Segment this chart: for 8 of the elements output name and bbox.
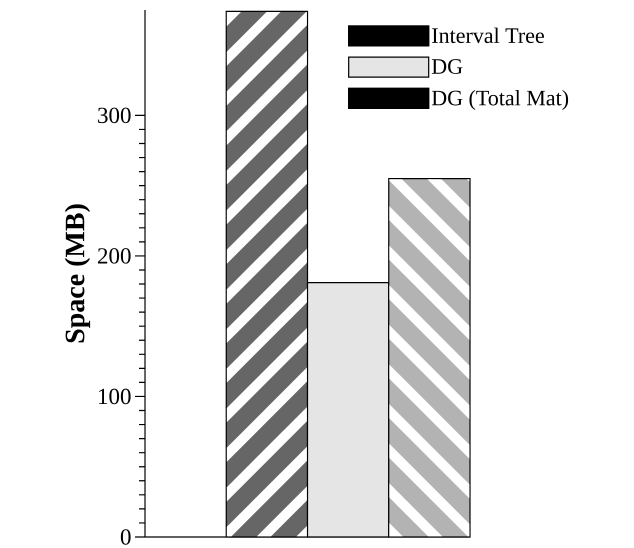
y-tick-label: 100 [98, 388, 131, 404]
legend-label: Interval Tree [432, 28, 544, 44]
legend-label: DG [432, 59, 462, 74]
y-tick-label: 0 [120, 529, 131, 545]
legend-label: DG (Total Mat) [432, 90, 568, 110]
y-tick-label: 200 [98, 248, 131, 264]
y-tick-label: 300 [98, 108, 131, 124]
y-axis-title: Space (MB) [64, 204, 90, 342]
